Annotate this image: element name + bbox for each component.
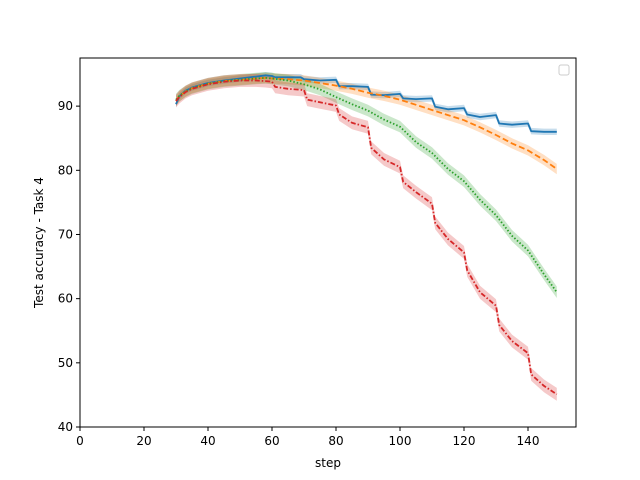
plot-area	[80, 58, 576, 427]
y-axis-ticks: 40 50 60 70 80 90	[58, 99, 80, 434]
series-4-line	[175, 79, 558, 396]
x-tick-label: 40	[200, 434, 215, 448]
series-1-band	[176, 72, 557, 135]
x-tick-label: 80	[328, 434, 343, 448]
y-tick-label: 70	[58, 227, 73, 241]
series-lines	[175, 74, 558, 396]
y-tick-label: 50	[58, 356, 73, 370]
x-axis-ticks: 0 20 40 60 80 100 120 140	[76, 427, 539, 448]
x-tick-label: 20	[136, 434, 151, 448]
legend	[558, 64, 570, 76]
series-1-line	[175, 74, 557, 133]
x-tick-label: 0	[76, 434, 84, 448]
y-tick-label: 40	[58, 420, 73, 434]
y-tick-label: 80	[58, 163, 73, 177]
x-tick-label: 120	[453, 434, 476, 448]
y-tick-label: 90	[58, 99, 73, 113]
x-tick-label: 60	[264, 434, 279, 448]
y-tick-label: 60	[58, 292, 73, 306]
y-axis-label: Test accuracy - Task 4	[32, 177, 46, 309]
x-axis-label: step	[315, 456, 341, 470]
x-tick-label: 100	[389, 434, 412, 448]
x-tick-label: 140	[517, 434, 540, 448]
plot-frame	[79, 57, 577, 428]
